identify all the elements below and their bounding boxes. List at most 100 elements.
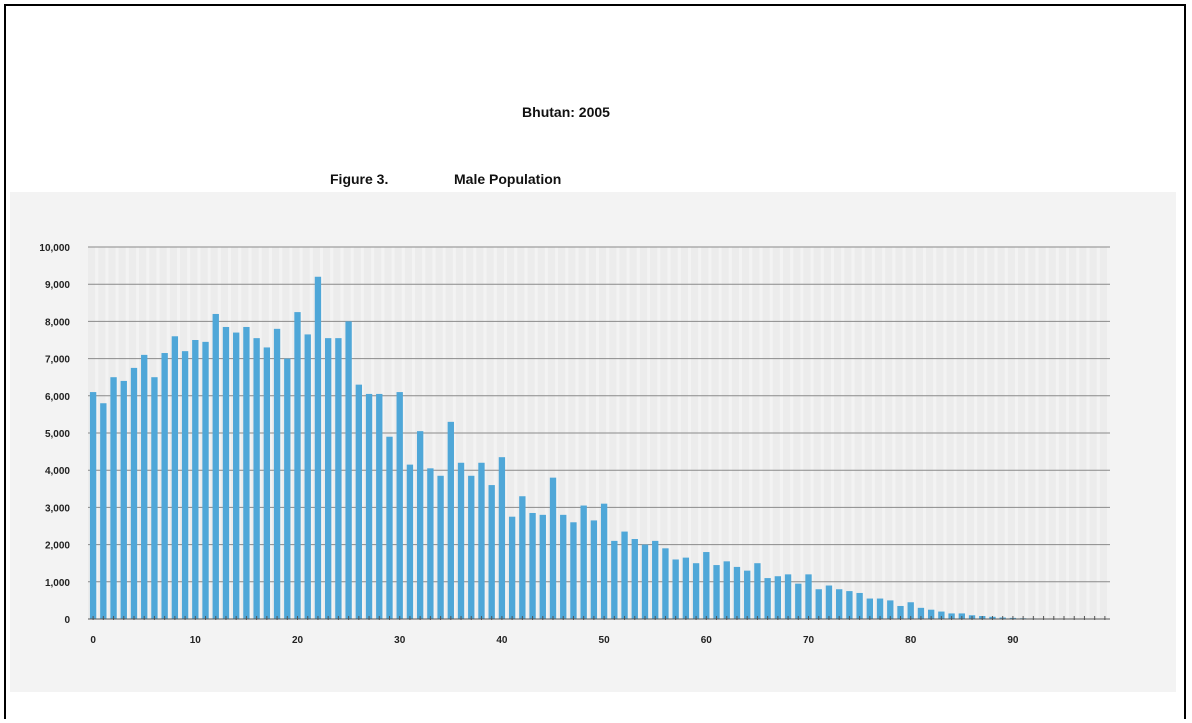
- bar: [519, 496, 526, 619]
- bar: [212, 313, 219, 619]
- bar: [457, 462, 465, 619]
- bar: [774, 576, 782, 619]
- bar: [570, 522, 577, 619]
- bar: [233, 332, 240, 619]
- bar: [314, 276, 322, 619]
- bar: [498, 457, 506, 619]
- bar: [335, 338, 342, 619]
- figure-number: Figure 3.: [330, 171, 389, 187]
- bar: [703, 552, 710, 619]
- bar: [468, 475, 475, 619]
- bar: [815, 589, 822, 619]
- bar: [325, 338, 332, 619]
- bar: [897, 605, 904, 619]
- x-tick-label: 60: [701, 635, 713, 646]
- x-tick-label: 80: [905, 635, 917, 646]
- bar: [917, 607, 925, 619]
- bar: [539, 514, 546, 619]
- x-axis: 0 10 20 30 40 50 60 70 80 90: [88, 616, 1110, 646]
- bar: [365, 393, 373, 619]
- bar: [376, 393, 383, 619]
- x-tick-label: 40: [496, 635, 508, 646]
- x-tick-label: 30: [394, 635, 406, 646]
- bar: [345, 321, 352, 619]
- x-tick-label: 90: [1007, 635, 1019, 646]
- bar: [508, 516, 516, 619]
- bar: [488, 485, 495, 619]
- bar: [273, 328, 281, 619]
- bar: [396, 392, 403, 619]
- bar: [754, 563, 761, 619]
- bar: [284, 358, 291, 619]
- bar: [222, 326, 230, 619]
- bar: [856, 592, 863, 619]
- bar: [529, 512, 536, 619]
- bar: [631, 539, 638, 619]
- x-tick-label: 20: [292, 635, 304, 646]
- bar: [805, 574, 812, 619]
- bar: [416, 431, 424, 619]
- y-tick-label: 0: [64, 615, 70, 626]
- bar: [406, 464, 414, 619]
- bar: [652, 540, 659, 619]
- gridlines: [88, 246, 1110, 620]
- bar: [907, 602, 914, 619]
- bar: [202, 341, 209, 619]
- y-tick-label: 2,000: [45, 541, 70, 552]
- bar: [876, 598, 884, 619]
- bar: [192, 340, 199, 619]
- bar: [795, 583, 802, 619]
- bar: [764, 578, 771, 619]
- bar: [294, 312, 301, 619]
- bar: [120, 380, 127, 619]
- bar: [682, 557, 690, 619]
- bar: [130, 367, 138, 619]
- bar: [304, 334, 311, 619]
- bars: [89, 276, 1109, 619]
- figure-title: Male Population: [454, 171, 562, 187]
- bar: [672, 559, 679, 619]
- bar: [151, 377, 158, 619]
- bar: [253, 338, 260, 619]
- bar: [447, 421, 454, 619]
- bar: [641, 544, 649, 619]
- x-tick-label: 50: [599, 635, 611, 646]
- bar: [866, 598, 873, 619]
- bar: [784, 574, 792, 619]
- y-tick-label: 8,000: [45, 317, 70, 328]
- bar: [141, 354, 148, 619]
- bar: [263, 347, 271, 619]
- bar: [437, 475, 444, 619]
- bar: [161, 353, 168, 619]
- population-bar-chart: 0 1,000 2,000 3,000 4,000 5,000 6,000 7,000 8,00…: [39, 243, 1110, 646]
- y-axis: 0 1,000 2,000 3,000 4,000 5,000 6,000 7,000 8,00…: [39, 243, 70, 626]
- bar: [713, 565, 720, 619]
- x-tick-label: 0: [90, 635, 96, 646]
- y-tick-label: 5,000: [45, 429, 70, 440]
- bar: [692, 563, 700, 619]
- bar: [887, 600, 894, 619]
- y-tick-label: 10,000: [39, 243, 70, 254]
- chart-panel: 0 1,000 2,000 3,000 4,000 5,000 6,000 7,000 8,00…: [10, 192, 1176, 692]
- y-tick-label: 4,000: [45, 466, 70, 477]
- y-tick-label: 9,000: [45, 280, 70, 291]
- bar: [590, 520, 598, 619]
- y-tick-label: 6,000: [45, 392, 70, 403]
- bar: [744, 570, 751, 619]
- bar: [478, 462, 485, 619]
- bar: [733, 566, 741, 619]
- bar: [600, 503, 608, 619]
- bar: [580, 505, 587, 619]
- bar: [181, 351, 189, 619]
- bar: [243, 326, 250, 619]
- bar: [386, 436, 393, 619]
- bar: [427, 468, 434, 619]
- bar: [621, 531, 628, 619]
- bar: [927, 609, 935, 619]
- bar: [611, 540, 618, 619]
- x-tick-label: 70: [803, 635, 815, 646]
- y-tick-label: 3,000: [45, 503, 70, 514]
- bar: [825, 585, 833, 619]
- x-tick-label: 10: [190, 635, 202, 646]
- bar: [938, 611, 945, 619]
